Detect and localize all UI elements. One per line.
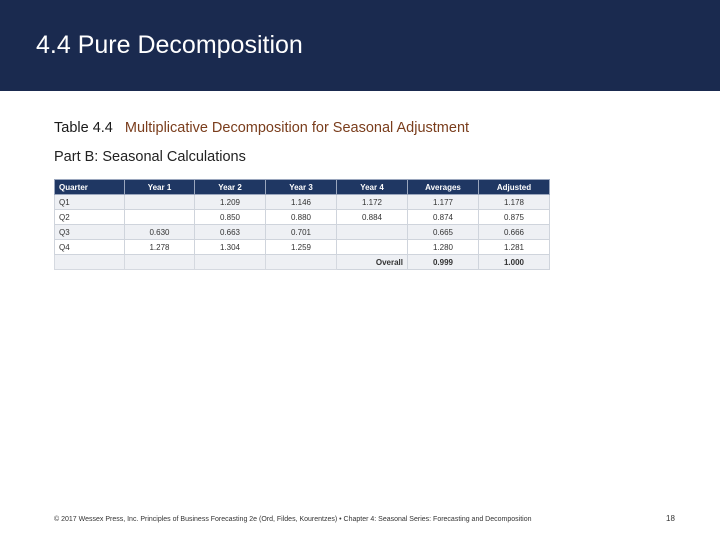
table-cell bbox=[336, 224, 408, 240]
table-cell: 0.663 bbox=[194, 224, 266, 240]
table-cell bbox=[54, 254, 125, 270]
table-cell bbox=[124, 194, 195, 210]
table-cell: 0.875 bbox=[478, 209, 550, 225]
table-cell: Q1 bbox=[54, 194, 125, 210]
table-cell: 1.177 bbox=[407, 194, 479, 210]
table-cell: 1.259 bbox=[265, 239, 337, 255]
overall-label: Overall bbox=[336, 254, 408, 270]
table-cell bbox=[336, 239, 408, 255]
table-cell: Q2 bbox=[54, 209, 125, 225]
page-number: 18 bbox=[666, 514, 675, 523]
header-cell-averages: Averages bbox=[407, 179, 479, 195]
table-cell: 0.884 bbox=[336, 209, 408, 225]
table-row: Q2 0.850 0.880 0.884 0.874 0.875 bbox=[54, 209, 550, 225]
header-cell-quarter: Quarter bbox=[54, 179, 125, 195]
table-cell bbox=[194, 254, 266, 270]
table-cell: 1.209 bbox=[194, 194, 266, 210]
table-cell: 0.665 bbox=[407, 224, 479, 240]
table-cell: 0.666 bbox=[478, 224, 550, 240]
table-cell bbox=[265, 254, 337, 270]
table-caption-title: Multiplicative Decomposition for Seasona… bbox=[124, 120, 470, 136]
table-cell: 0.630 bbox=[124, 224, 195, 240]
table-cell bbox=[124, 209, 195, 225]
title-bar: 4.4 Pure Decomposition bbox=[0, 0, 720, 91]
table-cell: 1.304 bbox=[194, 239, 266, 255]
table-row: Q3 0.630 0.663 0.701 0.665 0.666 bbox=[54, 224, 550, 240]
table-cell: Q4 bbox=[54, 239, 125, 255]
header-cell-year-2: Year 2 bbox=[194, 179, 266, 195]
overall-adjusted: 1.000 bbox=[478, 254, 550, 270]
table-caption-number: Table 4.4 bbox=[54, 120, 113, 136]
seasonal-calculations-table: Quarter Year 1 Year 2 Year 3 Year 4 Aver… bbox=[54, 179, 550, 270]
table-cell: 1.278 bbox=[124, 239, 195, 255]
table-row: Q4 1.278 1.304 1.259 1.280 1.281 bbox=[54, 239, 550, 255]
table-header-row: Quarter Year 1 Year 2 Year 3 Year 4 Aver… bbox=[54, 179, 550, 195]
table-cell: 0.880 bbox=[265, 209, 337, 225]
table-cell bbox=[124, 254, 195, 270]
footer-copyright: © 2017 Wessex Press, Inc. Principles of … bbox=[54, 516, 532, 523]
header-cell-year-4: Year 4 bbox=[336, 179, 408, 195]
table-cell: 0.850 bbox=[194, 209, 266, 225]
overall-average: 0.999 bbox=[407, 254, 479, 270]
table-caption: Table 4.4 Multiplicative Decomposition f… bbox=[54, 119, 469, 137]
table-cell: 1.281 bbox=[478, 239, 550, 255]
table-overall-row: Overall 0.999 1.000 bbox=[54, 254, 550, 270]
header-cell-year-3: Year 3 bbox=[265, 179, 337, 195]
table-cell: 1.178 bbox=[478, 194, 550, 210]
table-cell: 0.874 bbox=[407, 209, 479, 225]
table-cell: 1.172 bbox=[336, 194, 408, 210]
table-cell: Q3 bbox=[54, 224, 125, 240]
table-cell: 1.280 bbox=[407, 239, 479, 255]
table-row: Q1 1.209 1.146 1.172 1.177 1.178 bbox=[54, 194, 550, 210]
header-cell-adjusted: Adjusted bbox=[478, 179, 550, 195]
header-cell-year-1: Year 1 bbox=[124, 179, 195, 195]
slide-title: 4.4 Pure Decomposition bbox=[36, 31, 303, 59]
table-cell: 0.701 bbox=[265, 224, 337, 240]
table-cell: 1.146 bbox=[265, 194, 337, 210]
table-part-label: Part B: Seasonal Calculations bbox=[54, 149, 246, 165]
